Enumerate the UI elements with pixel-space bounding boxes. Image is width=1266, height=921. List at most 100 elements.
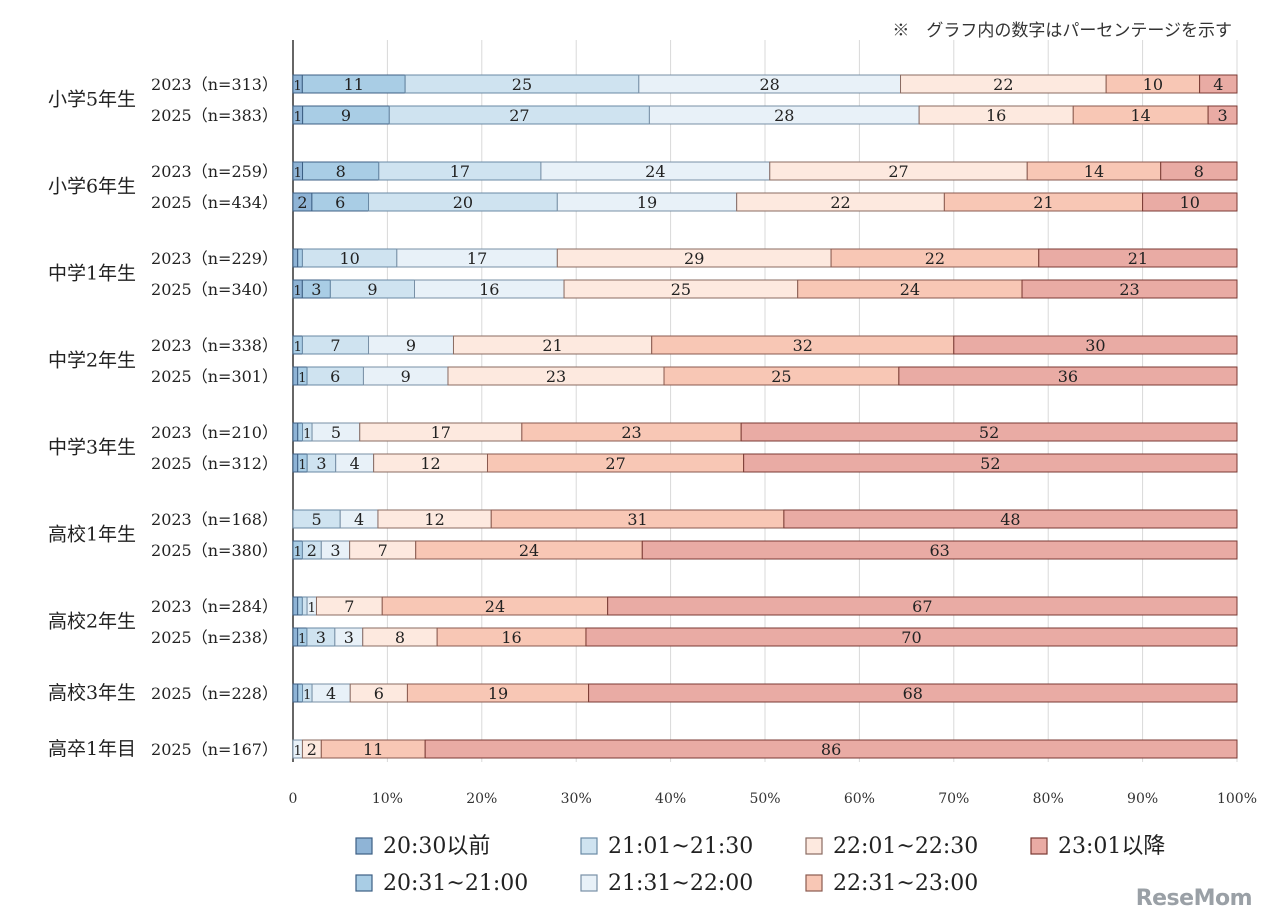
bar-segment [424,739,1238,759]
row-label: 2025（n=228） [151,684,278,703]
data-label: 4 [1213,75,1223,94]
bar-segment [297,596,303,616]
bar-segment [297,683,304,703]
data-label: 5 [312,510,322,529]
bar-segment [607,596,1238,616]
row-label: 2025（n=434） [151,193,278,212]
bar-segment [292,596,299,616]
data-label: 10 [1143,75,1163,94]
data-label: 8 [1194,162,1204,181]
row-label: 2023（n=284） [151,597,278,616]
group-label: 中学3年生 [48,437,136,459]
data-label: 24 [519,541,539,560]
data-label: 21 [1033,193,1053,212]
x-tick-label: 20% [466,791,497,807]
data-label: 28 [774,106,794,125]
x-tick-label: 90% [1127,791,1158,807]
data-label: 52 [979,423,999,442]
data-label: 11 [363,740,383,759]
data-label: 30 [1085,336,1105,355]
data-label: 2 [307,740,317,759]
data-label: 8 [336,162,346,181]
data-label: 21 [1128,249,1148,268]
x-tick-label: 70% [938,791,969,807]
data-label: 17 [467,249,487,268]
row-label: 2025（n=380） [151,541,278,560]
legend-label: 20:30以前 [383,834,490,859]
data-label: 3 [330,541,340,560]
bar-segment [297,422,304,442]
row-label: 2025（n=340） [151,280,278,299]
data-label: 24 [485,597,505,616]
data-label: 23 [546,367,566,386]
data-label: 52 [980,454,1000,473]
data-label: 6 [330,367,340,386]
data-label: 3 [311,280,321,299]
bar-segment [740,422,1238,442]
data-label: 22 [830,193,850,212]
bar-segment [301,596,308,616]
legend-label: 22:31~23:00 [833,871,978,896]
data-label: 3 [344,628,354,647]
data-label: 2 [297,193,307,212]
group-label: 小学6年生 [48,176,136,198]
data-label: 14 [1084,162,1104,181]
resemom-logo: ReseMom [1135,886,1253,911]
data-label: 9 [406,336,416,355]
bar-segment [292,366,299,386]
row-label: 2023（n=259） [151,162,278,181]
data-label: 7 [344,597,354,616]
data-label: 10 [339,249,359,268]
bar-segment [292,627,299,647]
data-label: 23 [1119,280,1139,299]
data-label: 12 [420,454,440,473]
data-label: 24 [900,280,920,299]
bar-segment [292,683,299,703]
x-tick-label: 50% [749,791,780,807]
data-label: 10 [1180,193,1200,212]
row-label: 2025（n=383） [151,106,278,125]
data-label: 27 [509,106,529,125]
legend-label: 20:31~21:00 [383,871,528,896]
data-label: 17 [431,423,451,442]
data-label: 3 [1217,106,1227,125]
data-label: 28 [759,75,779,94]
bar-segment [1160,161,1238,181]
data-label: 5 [331,423,341,442]
x-tick-label: 100% [1217,791,1257,807]
data-label: 4 [350,454,360,473]
group-label: 中学1年生 [48,263,136,285]
bar-segment [1207,105,1238,125]
data-label: 1 [294,110,302,125]
group-label: 小学5年生 [48,89,136,111]
bar-segment [783,509,1238,529]
data-label: 68 [903,684,923,703]
row-label: 2023（n=210） [151,423,278,442]
row-label: 2025（n=312） [151,454,278,473]
data-label: 25 [771,367,791,386]
bar-segment [588,683,1238,703]
bar-segment [1142,192,1238,212]
data-label: 29 [684,249,704,268]
data-label: 31 [627,510,647,529]
data-label: 27 [888,162,908,181]
bar-segment [898,366,1238,386]
bar-segment [641,540,1238,560]
data-label: 6 [374,684,384,703]
data-label: 20 [453,193,473,212]
legend-swatch [805,874,823,892]
data-label: 19 [488,684,508,703]
legend-swatch [1030,837,1048,855]
x-tick-label: 30% [561,791,592,807]
group-label: 高校2年生 [48,611,136,633]
data-label: 17 [450,162,470,181]
legend-label: 21:31~22:00 [608,871,753,896]
data-label: 1 [298,458,306,473]
data-label: 1 [294,545,302,560]
data-label: 3 [316,454,326,473]
data-label: 16 [479,280,499,299]
bar-segment [1038,248,1238,268]
legend-swatch [355,874,373,892]
data-label: 1 [294,744,302,759]
